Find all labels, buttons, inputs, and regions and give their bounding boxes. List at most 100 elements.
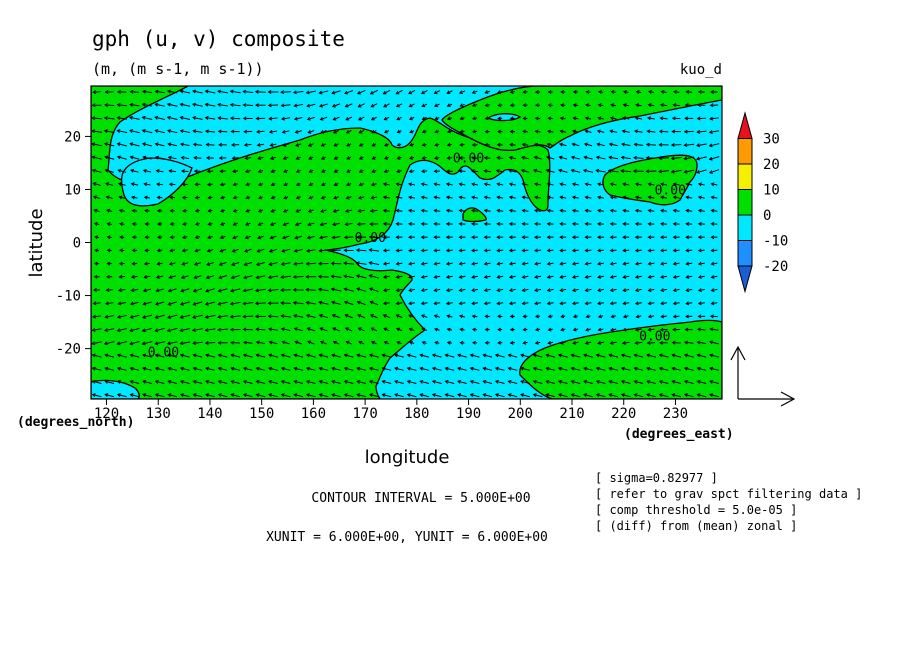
wind-vector-head <box>710 90 715 94</box>
wind-vector-head <box>433 235 438 240</box>
wind-vector-head <box>166 115 171 120</box>
wind-vector <box>635 209 642 212</box>
wind-vector-head <box>118 195 123 200</box>
wind-vector <box>92 117 102 120</box>
wind-vector <box>459 196 466 199</box>
wind-vector <box>206 262 214 266</box>
wind-vector-head <box>583 393 588 397</box>
wind-vector <box>484 249 491 252</box>
wind-vector-head <box>634 116 639 121</box>
wind-vector <box>408 249 416 252</box>
wind-vector-head <box>584 182 589 187</box>
wind-vector-head <box>255 379 260 384</box>
wind-vector <box>671 156 682 160</box>
wind-vector-head <box>368 353 373 358</box>
wind-vector <box>407 380 417 384</box>
wind-vector-head <box>572 90 577 94</box>
wind-vector <box>270 235 277 239</box>
wind-vector-head <box>192 301 197 306</box>
wind-vector-head <box>421 327 426 332</box>
wind-vector-head <box>295 195 300 200</box>
wind-vector <box>105 104 115 106</box>
wind-vector <box>610 302 617 305</box>
wind-vector-head <box>270 195 275 200</box>
wind-vector <box>709 394 719 398</box>
wind-vector-head <box>559 274 564 279</box>
wind-vector <box>547 262 554 265</box>
wind-vector-head <box>308 182 313 187</box>
wind-vector-head <box>119 222 124 226</box>
x-tick-label: 210 <box>559 406 584 422</box>
wind-vector-head <box>520 168 525 173</box>
wind-vector-head <box>346 169 351 173</box>
wind-vector-head <box>533 155 538 160</box>
wind-vector-head <box>634 288 639 293</box>
wind-vector <box>306 249 316 252</box>
wind-vector-head <box>433 90 438 95</box>
wind-vector-head <box>685 208 690 213</box>
wind-vector <box>118 289 126 291</box>
wind-vector-head <box>130 168 135 173</box>
wind-vector-head <box>229 102 234 107</box>
wind-vector-head <box>230 353 235 358</box>
wind-vector-head <box>142 301 147 306</box>
wind-vector <box>243 341 253 344</box>
wind-vector-head <box>194 195 199 200</box>
wind-vector <box>118 301 127 305</box>
wind-vector-head <box>105 288 110 293</box>
wind-vector <box>369 262 380 266</box>
wind-vector <box>155 116 165 121</box>
wind-vector-head <box>193 275 198 280</box>
wind-vector <box>243 288 254 292</box>
wind-vector-head <box>647 288 652 293</box>
wind-vector-head <box>459 90 463 94</box>
wind-vector-head <box>242 301 247 306</box>
wind-vector-head <box>355 261 360 266</box>
wind-vector <box>421 196 428 199</box>
reference-vector <box>730 345 796 407</box>
wind-vector <box>192 314 203 319</box>
wind-vector-head <box>395 221 400 226</box>
wind-vector-head <box>232 195 237 200</box>
wind-vector-head <box>293 103 298 108</box>
x-tick-label: 170 <box>352 406 377 422</box>
wind-vector <box>446 302 453 305</box>
wind-vector-head <box>307 222 312 227</box>
wind-vector-head <box>104 155 109 160</box>
wind-vector-head <box>368 235 373 240</box>
contour-label: 0.00 <box>453 152 484 167</box>
wind-vector-head <box>154 353 159 358</box>
wind-vector-head <box>94 248 98 253</box>
wind-vector-head <box>708 170 713 174</box>
wind-vector-head <box>595 168 600 173</box>
wind-vector-head <box>91 379 96 384</box>
wind-vector <box>408 275 416 278</box>
wind-vector-head <box>255 116 260 121</box>
wind-vector <box>660 104 668 107</box>
wind-vector-head <box>570 379 575 384</box>
wind-vector-head <box>697 182 702 187</box>
wind-vector-head <box>408 261 413 266</box>
wind-vector-head <box>683 393 688 397</box>
wind-vector-head <box>483 235 488 240</box>
wind-vector-head <box>634 129 638 134</box>
wind-vector-head <box>129 315 134 319</box>
wind-vector-head <box>267 314 272 319</box>
wind-vector <box>559 143 567 147</box>
wind-vector <box>230 315 241 318</box>
wind-vector <box>333 116 340 121</box>
wind-vector-head <box>547 90 552 94</box>
wind-vector <box>282 235 290 239</box>
wind-vector <box>281 380 291 384</box>
wind-vector <box>294 117 303 120</box>
wind-vector-head <box>167 301 172 306</box>
wind-vector-head <box>559 195 564 200</box>
wind-vector-head <box>671 116 676 121</box>
wind-vector-head <box>483 274 488 279</box>
wind-vector-head <box>181 195 186 200</box>
wind-vector <box>673 315 680 318</box>
wind-vector <box>344 354 354 358</box>
wind-vector-head <box>609 274 614 279</box>
wind-vector <box>434 196 441 199</box>
